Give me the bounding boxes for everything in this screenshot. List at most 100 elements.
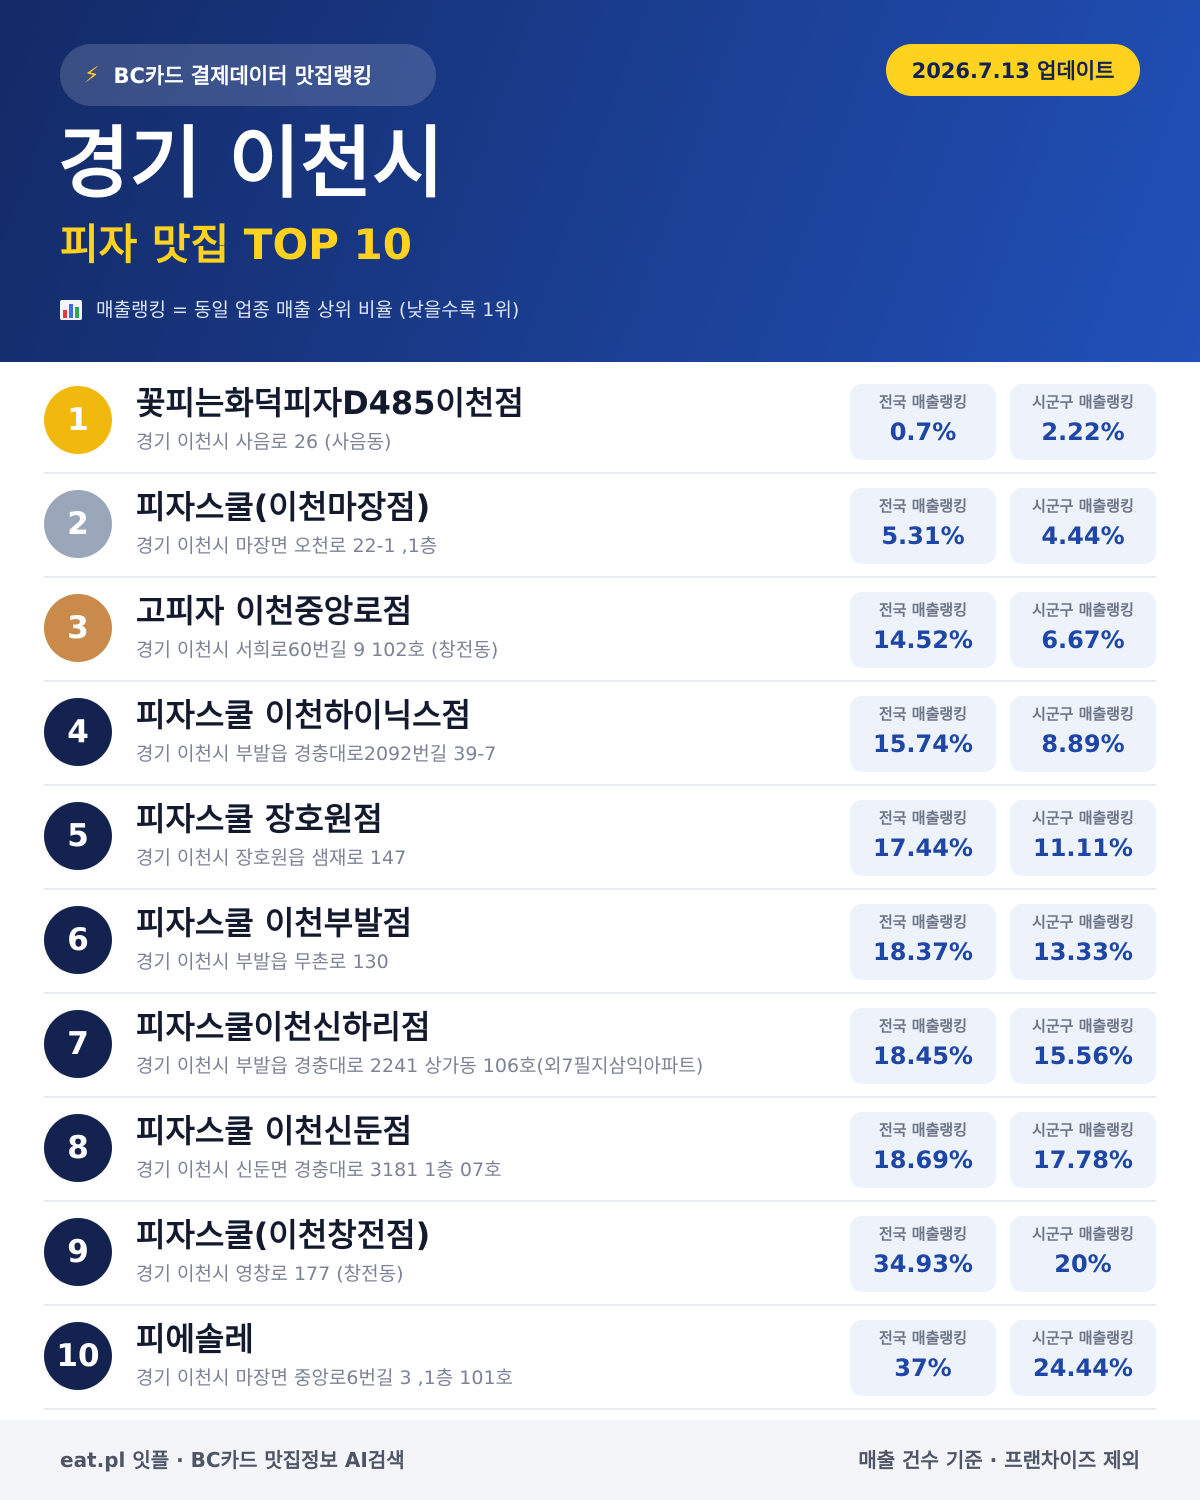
rank-badge: 10	[44, 1322, 112, 1390]
local-ranking-card: 시군구 매출랭킹 2.22%	[1010, 384, 1156, 460]
local-ranking-card: 시군구 매출랭킹 15.56%	[1010, 1008, 1156, 1084]
restaurant-address: 경기 이천시 사음로 26 (사음동)	[136, 431, 392, 453]
ranking-row[interactable]: 9 피자스쿨(이천창전점) 경기 이천시 영창로 177 (창전동) 전국 매출랭킹 3…	[44, 1202, 1156, 1306]
local-ranking-card: 시군구 매출랭킹 24.44%	[1010, 1320, 1156, 1396]
national-ranking-value: 18.69%	[873, 1146, 973, 1174]
national-ranking-card: 전국 매출랭킹 17.44%	[850, 800, 996, 876]
rank-badge: 8	[44, 1114, 112, 1182]
local-ranking-card: 시군구 매출랭킹 17.78%	[1010, 1112, 1156, 1188]
footer: eat.pl 잇플 · BC카드 맛집정보 AI검색 매출 건수 기준 · 프랜…	[0, 1420, 1200, 1500]
ranking-row[interactable]: 2 피자스쿨(이천마장점) 경기 이천시 마장면 오천로 22-1 ,1층 전국 매출…	[44, 474, 1156, 578]
local-ranking-value: 17.78%	[1033, 1146, 1133, 1174]
page-subtitle: 피자 맛집 TOP 10	[60, 220, 413, 269]
local-ranking-label: 시군구 매출랭킹	[1032, 809, 1134, 827]
national-ranking-value: 18.37%	[873, 938, 973, 966]
national-ranking-label: 전국 매출랭킹	[878, 1121, 968, 1139]
rank-badge: 2	[44, 490, 112, 558]
local-ranking-label: 시군구 매출랭킹	[1032, 913, 1134, 931]
source-badge: ⚡ BC카드 결제데이터 맛집랭킹	[60, 44, 436, 106]
restaurant-name[interactable]: 피자스쿨 이천신둔점	[136, 1112, 413, 1150]
local-ranking-value: 20%	[1054, 1250, 1112, 1278]
restaurant-address: 경기 이천시 마장면 오천로 22-1 ,1층	[136, 535, 438, 557]
rank-badge: 4	[44, 698, 112, 766]
national-ranking-value: 0.7%	[889, 418, 957, 446]
local-ranking-value: 2.22%	[1041, 418, 1125, 446]
national-ranking-value: 14.52%	[873, 626, 973, 654]
restaurant-name[interactable]: 고피자 이천중앙로점	[136, 592, 413, 630]
national-ranking-label: 전국 매출랭킹	[878, 1225, 968, 1243]
local-ranking-label: 시군구 매출랭킹	[1032, 601, 1134, 619]
restaurant-name[interactable]: 피자스쿨이천신하리점	[136, 1008, 431, 1046]
restaurant-name[interactable]: 꽃피는화덕피자D485이천점	[136, 384, 524, 422]
restaurant-name[interactable]: 피자스쿨(이천창전점)	[136, 1216, 431, 1254]
local-ranking-label: 시군구 매출랭킹	[1032, 393, 1134, 411]
national-ranking-value: 15.74%	[873, 730, 973, 758]
local-ranking-value: 15.56%	[1033, 1042, 1133, 1070]
local-ranking-card: 시군구 매출랭킹 20%	[1010, 1216, 1156, 1292]
national-ranking-label: 전국 매출랭킹	[878, 601, 968, 619]
rank-badge: 1	[44, 386, 112, 454]
footer-credit: eat.pl 잇플 · BC카드 맛집정보 AI검색	[60, 1448, 405, 1472]
national-ranking-card: 전국 매출랭킹 5.31%	[850, 488, 996, 564]
restaurant-name[interactable]: 피자스쿨 이천부발점	[136, 904, 413, 942]
restaurant-name[interactable]: 피자스쿨(이천마장점)	[136, 488, 431, 526]
national-ranking-label: 전국 매출랭킹	[878, 1017, 968, 1035]
rank-badge: 7	[44, 1010, 112, 1078]
national-ranking-card: 전국 매출랭킹 18.69%	[850, 1112, 996, 1188]
local-ranking-card: 시군구 매출랭킹 6.67%	[1010, 592, 1156, 668]
national-ranking-value: 17.44%	[873, 834, 973, 862]
restaurant-address: 경기 이천시 신둔면 경충대로 3181 1층 07호	[136, 1159, 502, 1181]
restaurant-address: 경기 이천시 영창로 177 (창전동)	[136, 1263, 404, 1285]
local-ranking-label: 시군구 매출랭킹	[1032, 497, 1134, 515]
rank-badge: 3	[44, 594, 112, 662]
header: ⚡ BC카드 결제데이터 맛집랭킹 2026.7.13 업데이트 경기 이천시 …	[0, 0, 1200, 362]
national-ranking-label: 전국 매출랭킹	[878, 1329, 968, 1347]
restaurant-address: 경기 이천시 부발읍 무촌로 130	[136, 951, 389, 973]
restaurant-address: 경기 이천시 부발읍 경충대로 2241 상가동 106호(외7필지삼익아파트)	[136, 1055, 704, 1077]
local-ranking-label: 시군구 매출랭킹	[1032, 1017, 1134, 1035]
national-ranking-card: 전국 매출랭킹 18.45%	[850, 1008, 996, 1084]
restaurant-name[interactable]: 피에솔레	[136, 1320, 254, 1358]
ranking-legend: 매출랭킹 = 동일 업종 매출 상위 비율 (낮을수록 1위)	[60, 294, 519, 326]
rank-badge: 9	[44, 1218, 112, 1286]
local-ranking-card: 시군구 매출랭킹 13.33%	[1010, 904, 1156, 980]
local-ranking-value: 13.33%	[1033, 938, 1133, 966]
national-ranking-value: 5.31%	[881, 522, 965, 550]
local-ranking-card: 시군구 매출랭킹 8.89%	[1010, 696, 1156, 772]
national-ranking-card: 전국 매출랭킹 14.52%	[850, 592, 996, 668]
national-ranking-label: 전국 매출랭킹	[878, 705, 968, 723]
national-ranking-card: 전국 매출랭킹 15.74%	[850, 696, 996, 772]
national-ranking-value: 18.45%	[873, 1042, 973, 1070]
source-label: BC카드 결제데이터 맛집랭킹	[113, 64, 373, 88]
restaurant-address: 경기 이천시 서희로60번길 9 102호 (창전동)	[136, 639, 499, 661]
rank-badge: 6	[44, 906, 112, 974]
local-ranking-value: 11.11%	[1033, 834, 1133, 862]
local-ranking-label: 시군구 매출랭킹	[1032, 705, 1134, 723]
page-title: 경기 이천시	[58, 119, 444, 209]
national-ranking-label: 전국 매출랭킹	[878, 393, 968, 411]
national-ranking-card: 전국 매출랭킹 18.37%	[850, 904, 996, 980]
national-ranking-card: 전국 매출랭킹 0.7%	[850, 384, 996, 460]
restaurant-name[interactable]: 피자스쿨 이천하이닉스점	[136, 696, 471, 734]
ranking-row[interactable]: 4 피자스쿨 이천하이닉스점 경기 이천시 부발읍 경충대로2092번길 39-7 전…	[44, 682, 1156, 786]
restaurant-address: 경기 이천시 장호원읍 샘재로 147	[136, 847, 407, 869]
local-ranking-label: 시군구 매출랭킹	[1032, 1121, 1134, 1139]
restaurant-address: 경기 이천시 마장면 중앙로6번길 3 ,1층 101호	[136, 1367, 514, 1389]
national-ranking-label: 전국 매출랭킹	[878, 913, 968, 931]
rank-badge: 5	[44, 802, 112, 870]
local-ranking-label: 시군구 매출랭킹	[1032, 1225, 1134, 1243]
local-ranking-value: 4.44%	[1041, 522, 1125, 550]
restaurant-name[interactable]: 피자스쿨 장호원점	[136, 800, 383, 838]
national-ranking-card: 전국 매출랭킹 37%	[850, 1320, 996, 1396]
national-ranking-label: 전국 매출랭킹	[878, 809, 968, 827]
local-ranking-value: 6.67%	[1041, 626, 1125, 654]
legend-text: 매출랭킹 = 동일 업종 매출 상위 비율 (낮을수록 1위)	[96, 299, 520, 321]
